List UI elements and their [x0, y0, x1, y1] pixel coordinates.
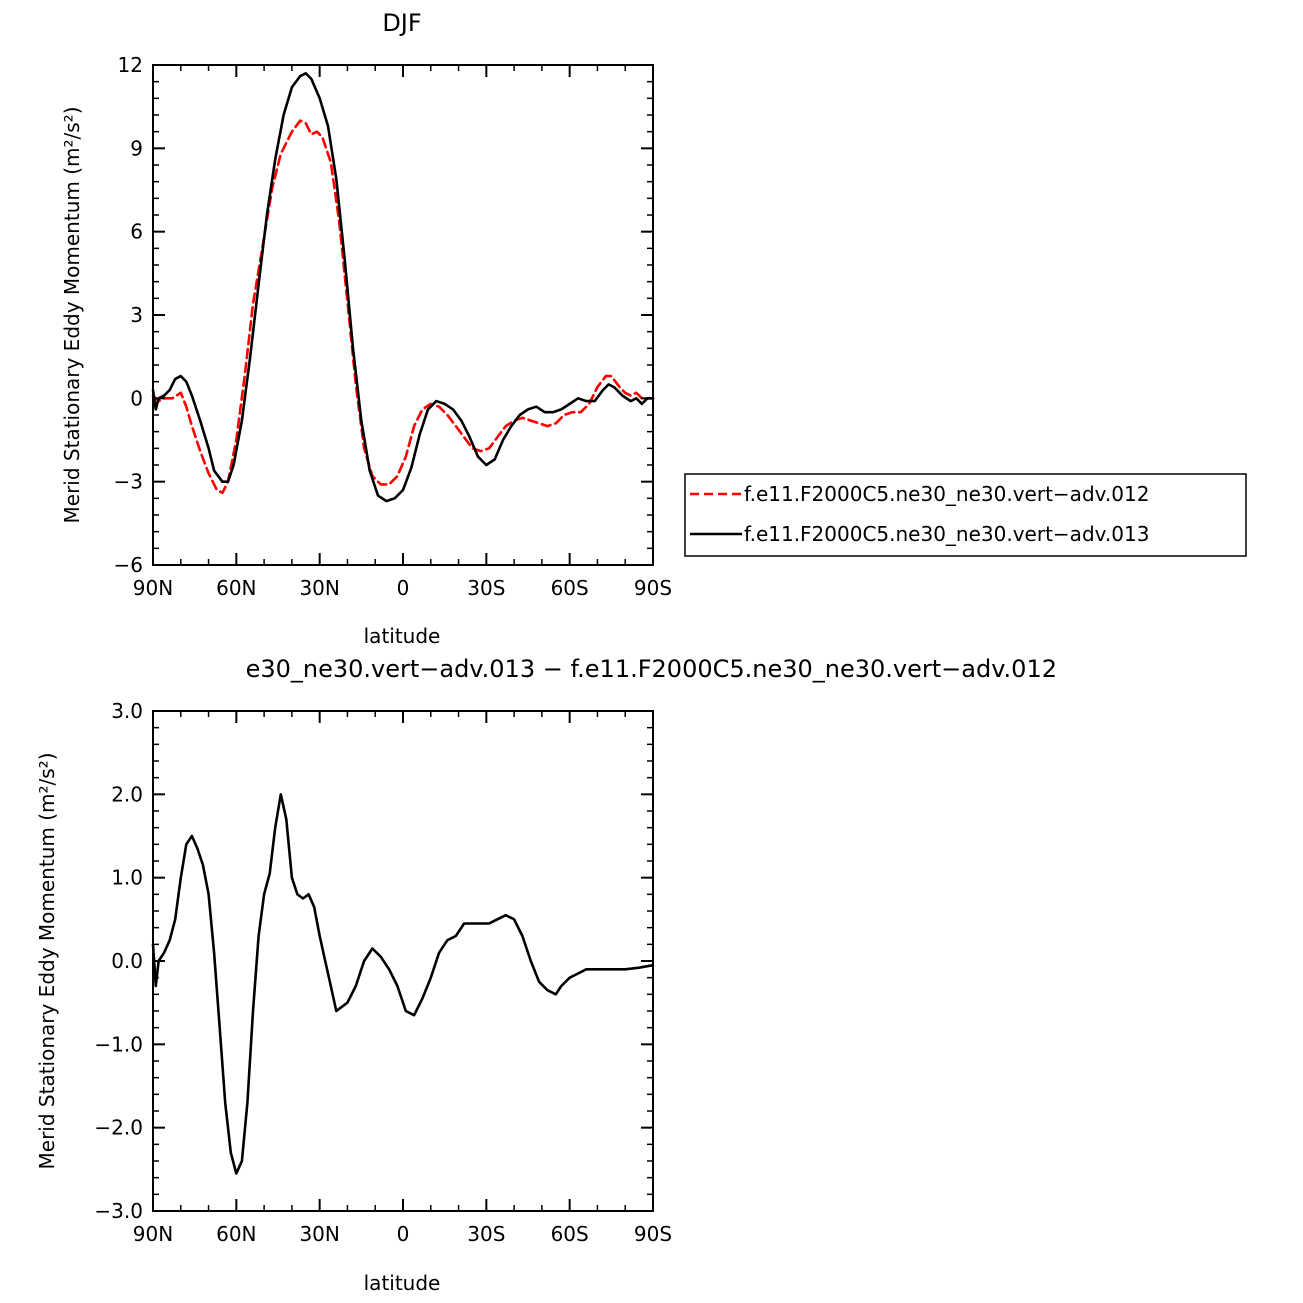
bottom-y-tick-label: 2.0: [111, 782, 143, 806]
top-x-tick-label: 60N: [216, 576, 256, 600]
bottom-y-tick-label: −2.0: [94, 1116, 143, 1140]
bottom-panel: e30_ne30.vert−adv.013 − f.e11.F2000C5.ne…: [35, 655, 1057, 1295]
bottom-chart-title: e30_ne30.vert−adv.013 − f.e11.F2000C5.ne…: [246, 655, 1057, 683]
top-y-tick-label: −3: [114, 470, 143, 494]
bottom-tick-layer: 90N 60N 30N 0 30S 60S 90S −3.0 −2.0 −1.0 0.0 1.0 2.0…: [94, 699, 672, 1246]
bottom-y-tick-label: 0.0: [111, 949, 143, 973]
top-x-tick-label: 90N: [133, 576, 173, 600]
bottom-x-tick-label: 0: [397, 1222, 410, 1246]
legend-label-series-012: f.e11.F2000C5.ne30_ne30.vert−adv.012: [744, 482, 1149, 506]
bottom-y-tick-label: 1.0: [111, 866, 143, 890]
top-y-tick-label: 6: [130, 220, 143, 244]
bottom-y-axis-label: Merid Stationary Eddy Momentum (m²/s²): [35, 753, 59, 1170]
bottom-x-tick-label: 90S: [634, 1222, 672, 1246]
legend-box: [684, 473, 1247, 557]
bottom-x-tick-label: 60S: [551, 1222, 589, 1246]
top-panel: DJF Merid Stationary Eddy Momentum (m²/s…: [60, 9, 1247, 648]
bottom-y-tick-label: −3.0: [94, 1199, 143, 1223]
top-plot-frame: [152, 64, 654, 566]
top-x-tick-label: 0: [397, 576, 410, 600]
bottom-x-tick-label: 30S: [467, 1222, 505, 1246]
top-x-tick-label: 90S: [634, 576, 672, 600]
top-y-tick-label: −6: [114, 553, 143, 577]
bottom-series-line-0: [151, 793, 655, 1175]
bottom-x-tick-label: 60N: [216, 1222, 256, 1246]
top-y-tick-label: 12: [118, 53, 143, 77]
top-tick-layer: 90N 60N 30N 0 30S 60S 90S −6 −3 0 3 6 9 12: [114, 53, 673, 600]
top-series-line-1: [151, 72, 655, 503]
bottom-x-axis-label: latitude: [364, 1271, 441, 1295]
top-y-tick-label: 3: [130, 303, 143, 327]
top-legend: f.e11.F2000C5.ne30_ne30.vert−adv.012 f.e…: [684, 473, 1247, 557]
top-y-tick-label: 9: [130, 136, 143, 160]
bottom-y-tick-label: −1.0: [94, 1032, 143, 1056]
bottom-series-layer: [151, 793, 655, 1175]
bottom-x-tick-label: 30N: [299, 1222, 339, 1246]
top-chart-title: DJF: [382, 9, 421, 37]
top-x-axis-label: latitude: [364, 624, 441, 648]
top-x-tick-label: 60S: [551, 576, 589, 600]
top-x-tick-label: 30N: [299, 576, 339, 600]
top-y-tick-label: 0: [130, 386, 143, 410]
legend-label-series-013: f.e11.F2000C5.ne30_ne30.vert−adv.013: [744, 522, 1149, 546]
top-series-layer: [151, 72, 655, 503]
bottom-plot-frame: [152, 710, 654, 1212]
bottom-x-tick-label: 90N: [133, 1222, 173, 1246]
bottom-y-tick-label: 3.0: [111, 699, 143, 723]
top-x-tick-label: 30S: [467, 576, 505, 600]
top-y-axis-label: Merid Stationary Eddy Momentum (m²/s²): [60, 107, 84, 524]
top-series-line-0: [151, 119, 655, 495]
